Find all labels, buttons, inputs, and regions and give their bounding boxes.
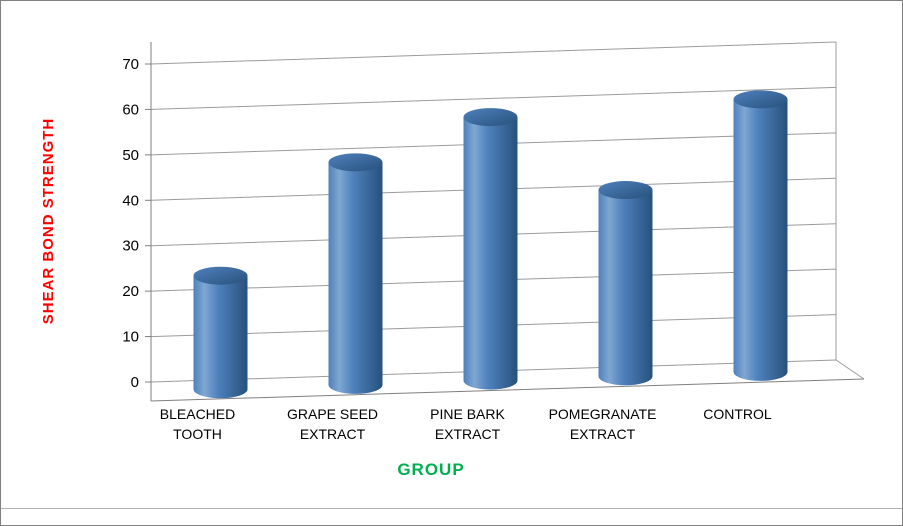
y-tick-label: 10 [122, 329, 139, 346]
category-axis-line [150, 378, 865, 402]
cylinder-body [733, 99, 788, 381]
chart-area-bottom-border [1, 508, 902, 509]
x-axis-title: GROUP [397, 460, 465, 479]
cylinder-top [328, 153, 383, 172]
x-category-label: EXTRACT [570, 426, 636, 442]
x-category-label: BLEACHED [160, 406, 235, 422]
x-category-label: TOOTH [173, 426, 222, 442]
x-category-label: EXTRACT [435, 426, 501, 442]
cylinder-bar [328, 153, 383, 394]
cylinder-top [193, 266, 248, 285]
cylinder-bar [193, 266, 248, 399]
x-category-label: POMEGRANATE [549, 406, 657, 422]
y-tick-label: 30 [122, 238, 139, 255]
x-category-label: GRAPE SEED [287, 406, 378, 422]
cylinder-top [733, 90, 788, 109]
cylinder-top [598, 181, 653, 200]
cylinder-top [463, 108, 518, 127]
cylinder-bar [733, 90, 788, 381]
x-category-label: EXTRACT [300, 426, 366, 442]
y-tick-label: 70 [122, 56, 139, 73]
cylinder-bar [463, 108, 518, 390]
y-tick-label: 20 [122, 283, 139, 300]
cylinder-body [193, 275, 248, 399]
y-tick-label: 0 [131, 374, 139, 391]
y-tick-label: 60 [122, 101, 139, 118]
gridline [150, 86, 837, 110]
x-category-label: PINE BARK [430, 406, 505, 422]
floor-right-edge [835, 359, 865, 380]
y-tick-label: 50 [122, 147, 139, 164]
x-category-label: CONTROL [703, 406, 772, 422]
gridline [150, 41, 837, 65]
cylinder-bar [598, 181, 653, 386]
cylinder-body [328, 162, 383, 394]
cylinder-body [598, 190, 653, 386]
cylinder-body [463, 117, 518, 390]
y-tick-label: 40 [122, 192, 139, 209]
y-axis-title: SHEAR BOND STRENGTH [40, 117, 57, 325]
